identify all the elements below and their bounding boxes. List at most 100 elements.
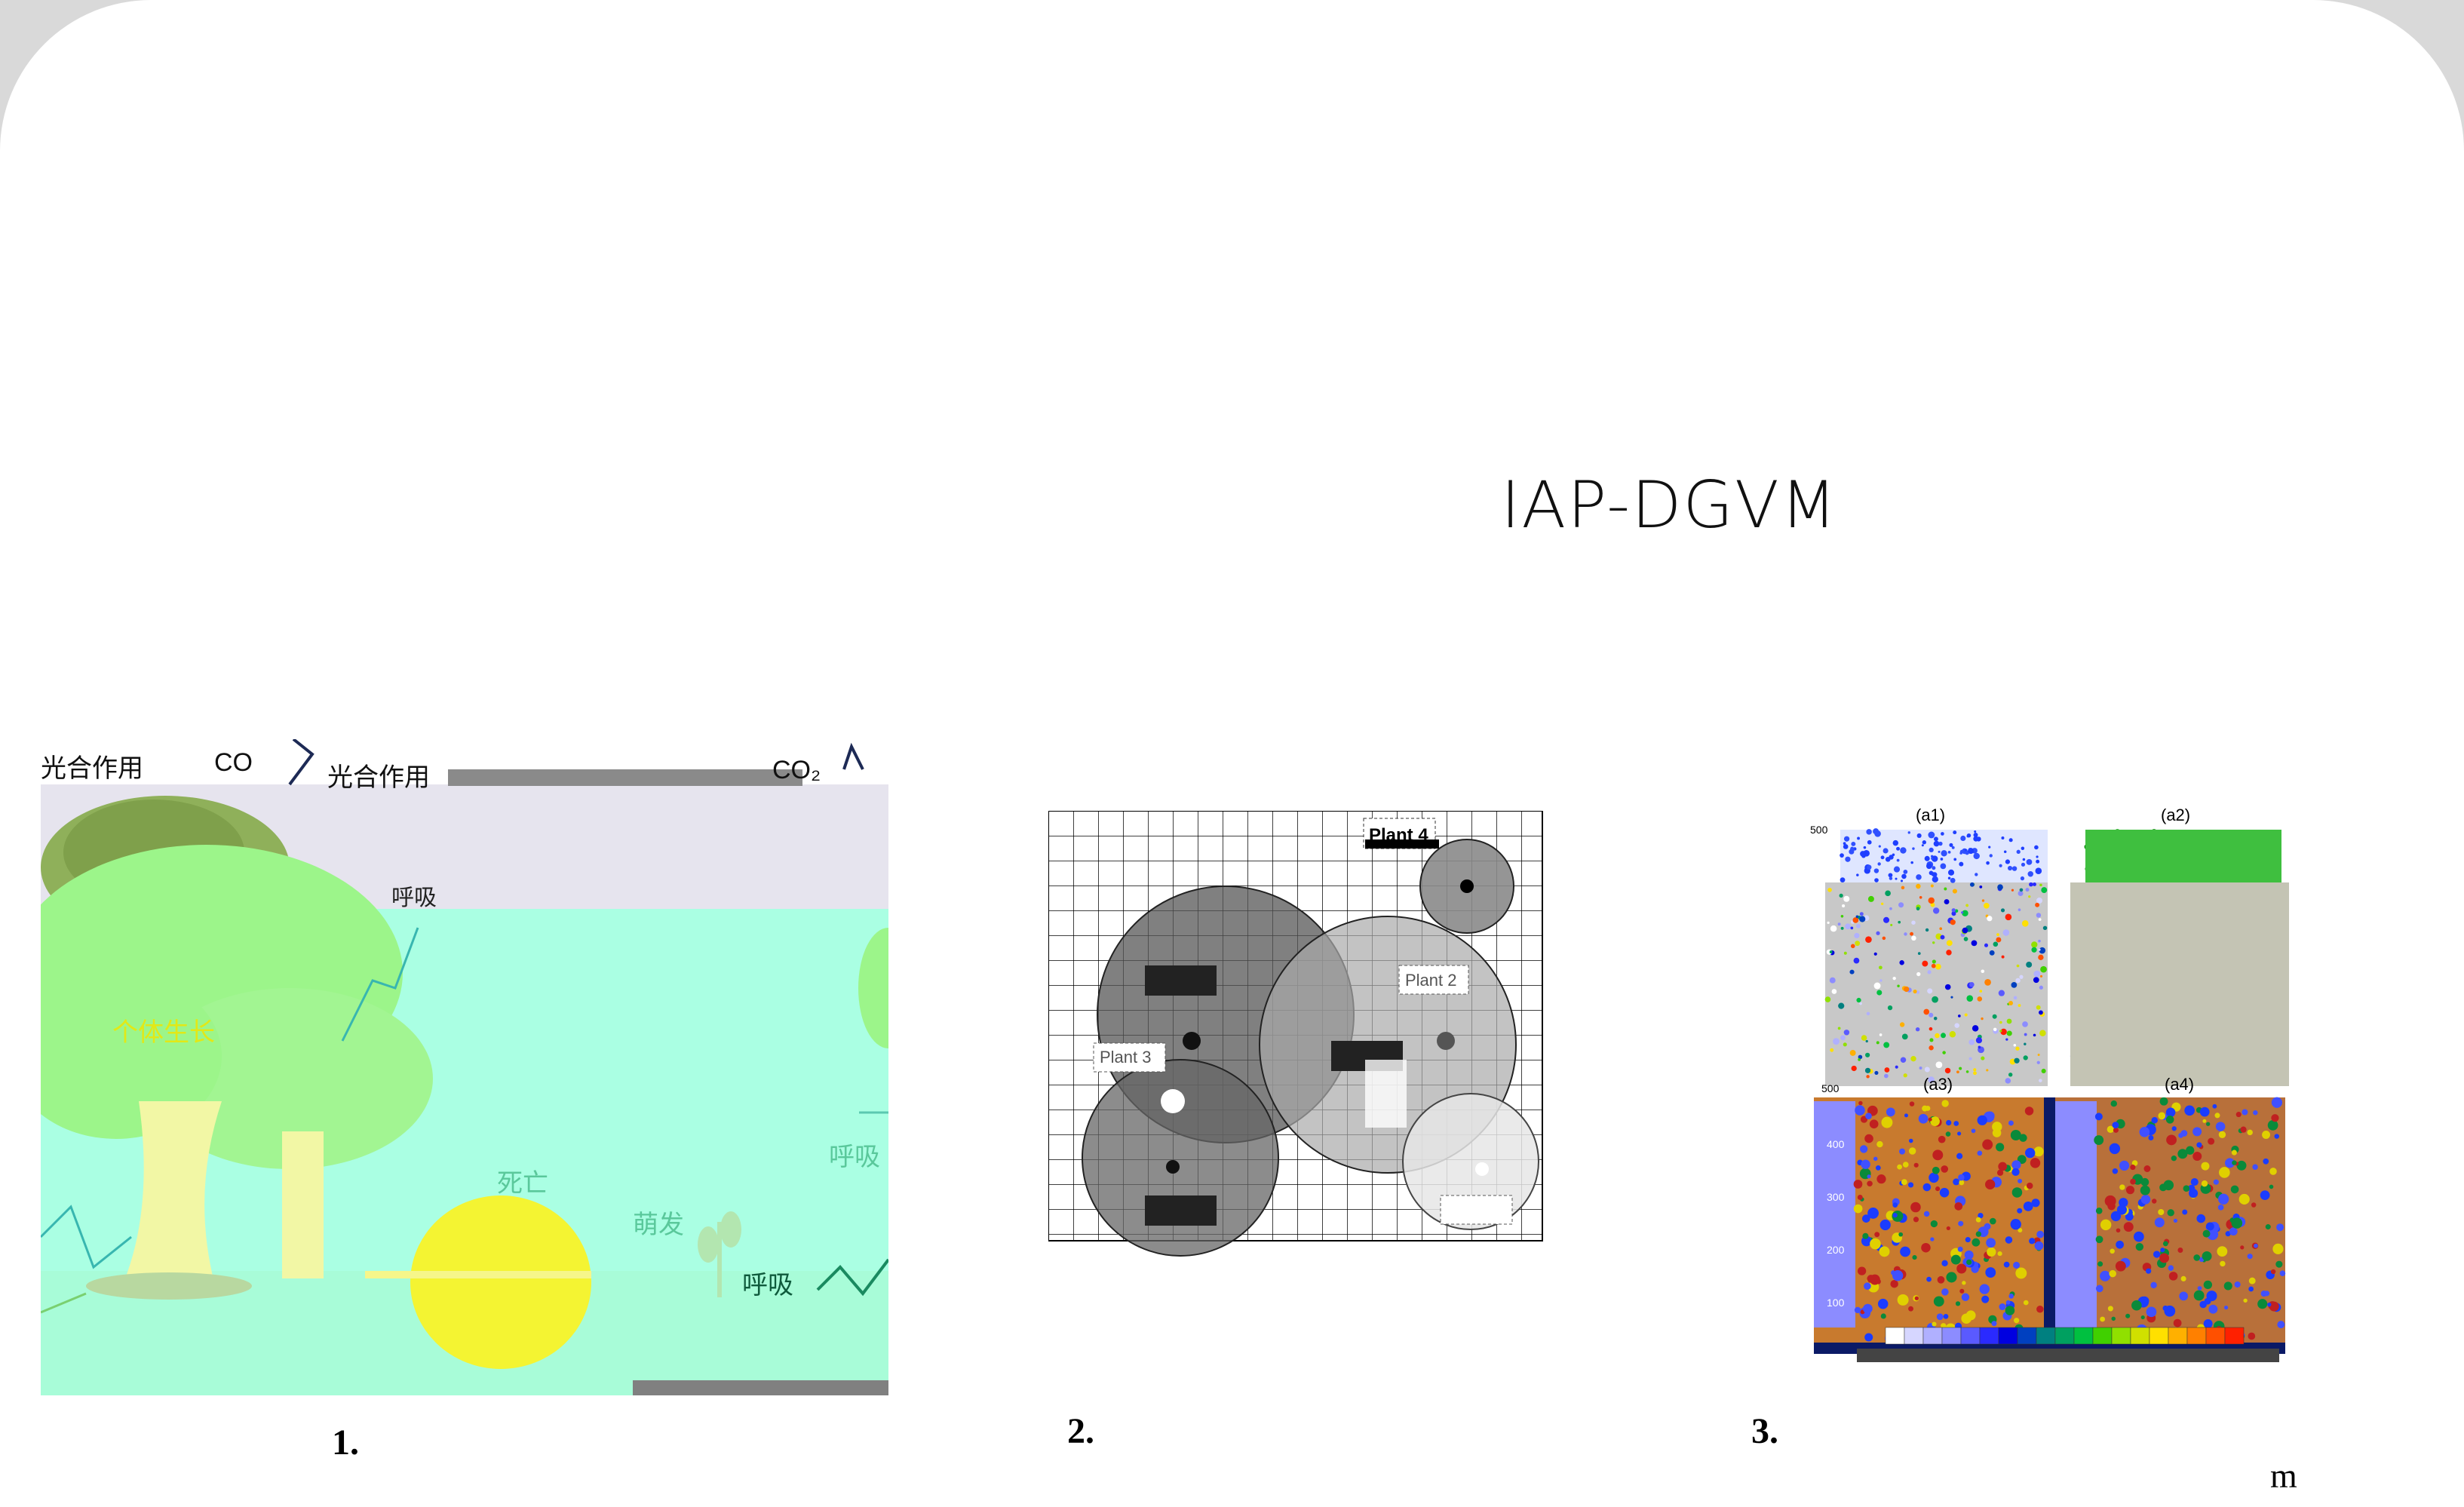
map-dot — [1913, 1217, 1919, 1223]
map-dot — [2029, 882, 2033, 887]
map-dot — [1853, 957, 1860, 964]
map-dot — [2034, 845, 2039, 850]
map-dot — [2151, 1116, 2158, 1124]
map-dot — [1961, 911, 1964, 914]
map-dot — [1865, 1039, 1868, 1043]
map-dot — [1968, 1057, 1972, 1060]
map-dot — [2015, 978, 2021, 984]
map-dot — [1854, 932, 1860, 939]
map-dot — [1881, 1116, 1893, 1128]
map-dot — [1916, 833, 1922, 839]
map-dot — [1981, 1295, 1990, 1303]
map-dot — [1999, 1021, 2002, 1024]
map-dot — [2168, 1272, 2178, 1281]
map-dot — [1876, 1174, 1886, 1184]
map-dot — [1929, 847, 1934, 853]
map-dot — [1996, 933, 1999, 936]
map-dot — [1968, 1039, 1975, 1045]
colorbar-swatch — [1979, 1327, 1999, 1345]
map-dot — [2184, 1105, 2195, 1116]
map-dot — [1972, 1025, 1979, 1032]
map-dot — [1866, 864, 1872, 870]
map-dot — [2248, 1286, 2254, 1292]
label-respiration-right: 呼吸 — [829, 1142, 880, 1172]
map-dot — [2253, 1110, 2258, 1116]
map-dot — [1916, 883, 1921, 889]
map-dot — [2131, 1160, 2138, 1166]
map-dot — [1889, 876, 1893, 880]
map-dot — [1873, 1156, 1878, 1162]
map-dot — [2223, 1281, 2232, 1291]
map-dot — [1985, 1179, 1996, 1189]
map-dot — [2033, 977, 2039, 984]
map-dot — [2192, 1151, 2202, 1161]
label-plant-3: Plant 3 — [1100, 1048, 1152, 1067]
map-dot — [1977, 1150, 1983, 1156]
map-dot — [1913, 1162, 1919, 1168]
map-dot — [2015, 1046, 2020, 1051]
map-dot — [1857, 1195, 1863, 1200]
map-dot — [1859, 916, 1866, 922]
colorbar-swatch — [2092, 1327, 2113, 1345]
label-a2: (a2) — [2161, 806, 2190, 824]
map-dot — [1858, 1057, 1861, 1061]
map-dot — [2162, 1241, 2168, 1247]
map-dot — [2033, 1146, 2044, 1157]
map-dot — [2111, 1316, 2116, 1321]
map-dot — [1939, 1187, 1950, 1198]
map-dot — [1892, 853, 1895, 857]
map-dot — [1933, 840, 1940, 847]
colorbar-swatch — [1998, 1327, 2018, 1345]
map-dot — [1949, 843, 1953, 847]
map-dot — [2010, 1130, 2021, 1140]
map-dot — [2212, 1103, 2217, 1109]
map-dot — [2154, 1217, 2165, 1228]
map-dot — [1944, 1067, 1951, 1074]
map-dot — [2177, 1149, 2188, 1159]
map-dot — [2139, 1126, 2150, 1137]
map-dot — [1861, 1035, 1867, 1041]
map-dot — [1912, 847, 1915, 850]
map-dot — [1867, 1275, 1875, 1283]
map-dot — [1919, 895, 1922, 899]
map-dot — [2262, 1131, 2270, 1139]
map-dot — [2039, 883, 2042, 887]
map-dot — [1901, 885, 1905, 890]
label-plant-2: Plant 2 — [1405, 971, 1457, 990]
map-dot — [2248, 1277, 2256, 1284]
map-dot — [1889, 907, 1892, 910]
map-dot — [1921, 1242, 1931, 1253]
map-dot — [2183, 1185, 2190, 1192]
map-dot — [1989, 854, 1993, 858]
tick-a3-400: 400 — [1827, 1138, 1845, 1150]
map-dot — [2031, 947, 2037, 953]
map-dot — [2001, 836, 2005, 840]
map-dot — [1961, 1293, 1970, 1302]
map-dot — [1938, 841, 1943, 846]
map-dot — [1987, 916, 1993, 922]
map-dot — [1959, 1180, 1965, 1186]
map-dot — [2264, 1291, 2270, 1297]
map-dot — [1915, 1027, 1920, 1032]
map-dot — [1930, 1237, 1935, 1242]
map-dot — [1936, 1313, 1944, 1321]
map-dot — [1855, 941, 1861, 947]
map-dot — [1986, 1069, 1989, 1072]
map-dot — [2242, 1109, 2248, 1116]
map-dot — [2140, 1315, 2145, 1320]
map-dot — [1953, 830, 1957, 835]
map-dot — [1992, 1122, 2002, 1132]
map-dot — [1962, 1281, 1966, 1285]
map-dot — [1849, 1050, 1856, 1056]
colorbar-swatch — [2036, 1327, 2056, 1345]
map-dot — [2107, 1306, 2113, 1312]
map-dot — [1932, 1321, 1937, 1327]
map-dot — [1827, 921, 1830, 924]
map-dot — [2192, 1127, 2202, 1137]
map-dot — [1946, 940, 1953, 947]
map-dot — [1887, 1005, 1893, 1011]
map-dot — [2205, 1222, 2214, 1231]
map-dot — [2236, 1160, 2247, 1171]
map-dot — [1912, 1255, 1917, 1260]
